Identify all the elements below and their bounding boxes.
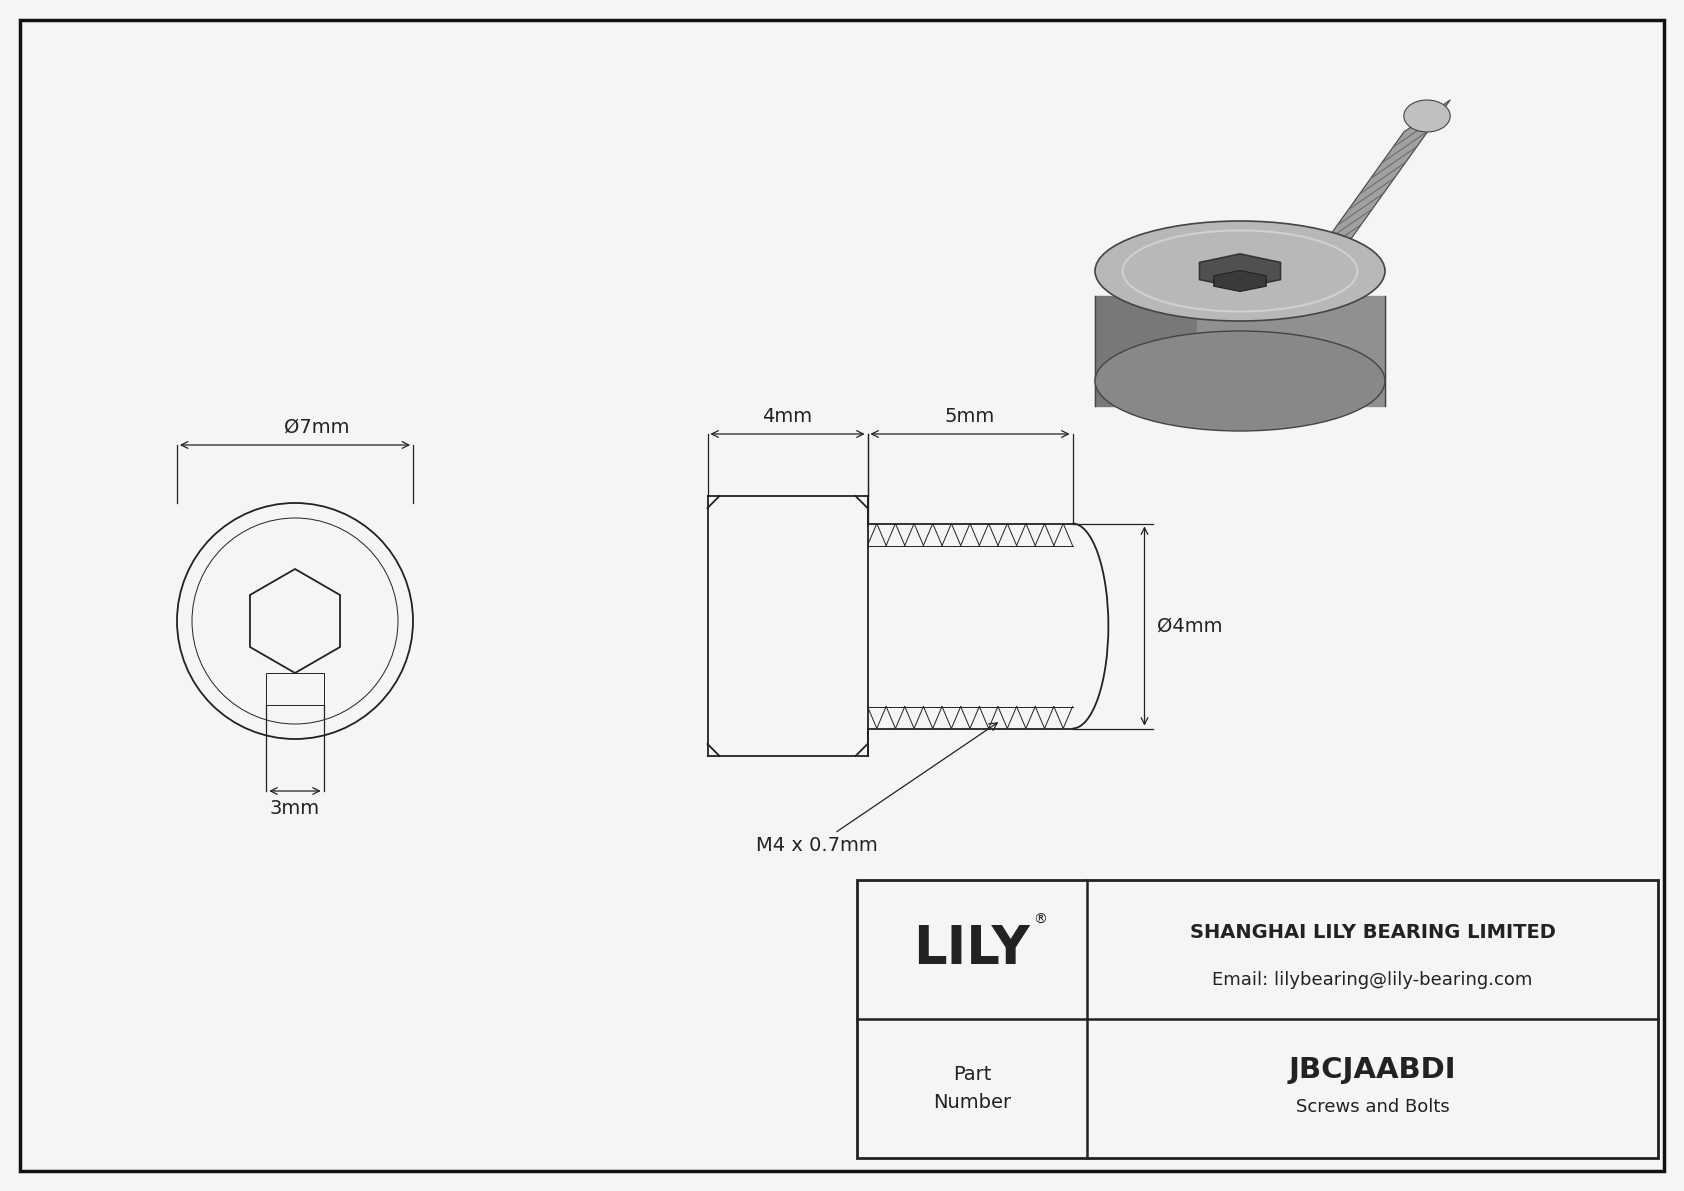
Text: Ø7mm: Ø7mm <box>285 418 350 437</box>
Text: Email: lilybearing@lily-bearing.com: Email: lilybearing@lily-bearing.com <box>1212 971 1532 989</box>
Text: 5mm: 5mm <box>945 407 995 426</box>
Text: SHANGHAI LILY BEARING LIMITED: SHANGHAI LILY BEARING LIMITED <box>1189 923 1556 942</box>
Polygon shape <box>1214 270 1266 292</box>
Text: JBCJAABDI: JBCJAABDI <box>1288 1056 1457 1085</box>
Polygon shape <box>1303 100 1450 272</box>
Text: Screws and Bolts: Screws and Bolts <box>1295 1097 1450 1116</box>
Text: Ø4mm: Ø4mm <box>1157 617 1223 636</box>
Text: Number: Number <box>933 1093 1010 1112</box>
Polygon shape <box>1199 254 1280 288</box>
Text: 4mm: 4mm <box>763 407 813 426</box>
Text: Part: Part <box>953 1065 992 1084</box>
Bar <box>266 673 323 705</box>
Ellipse shape <box>1095 331 1384 431</box>
Text: M4 x 0.7mm: M4 x 0.7mm <box>756 723 997 855</box>
Bar <box>857 880 1659 1158</box>
Text: 3mm: 3mm <box>269 799 320 818</box>
Ellipse shape <box>1404 100 1450 132</box>
Text: LILY: LILY <box>914 923 1031 975</box>
Text: ®: ® <box>1032 912 1047 927</box>
Ellipse shape <box>1095 222 1384 322</box>
